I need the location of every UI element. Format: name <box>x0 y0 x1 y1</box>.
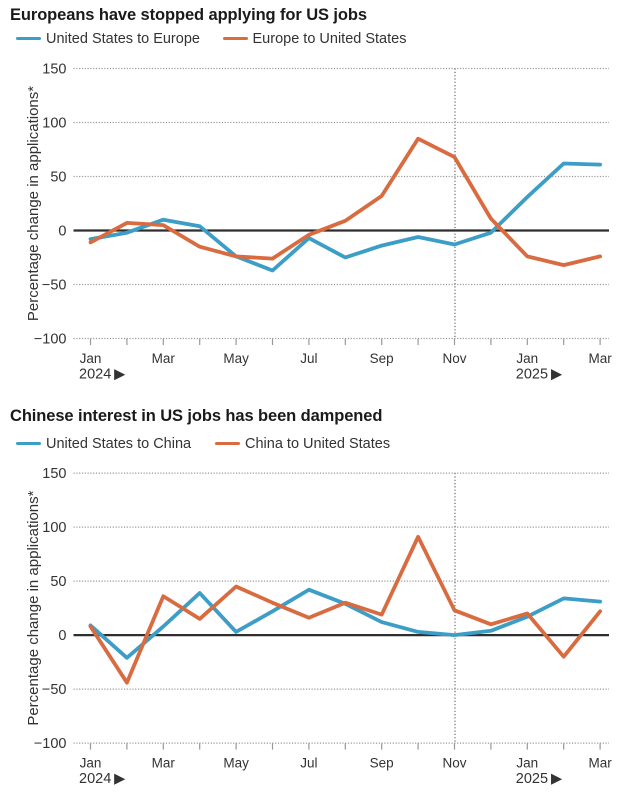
svg-text:Mar: Mar <box>588 756 612 771</box>
svg-text:−50: −50 <box>42 278 67 294</box>
svg-text:2025 ▶: 2025 ▶ <box>516 367 563 383</box>
svg-text:Nov: Nov <box>442 756 466 771</box>
svg-text:Jan: Jan <box>80 756 102 771</box>
svg-text:Percentage change in applicati: Percentage change in applications* <box>25 490 42 725</box>
svg-text:0: 0 <box>58 628 66 644</box>
svg-text:Mar: Mar <box>588 351 612 366</box>
svg-text:Sep: Sep <box>370 756 394 771</box>
svg-text:Mar: Mar <box>152 756 176 771</box>
svg-text:50: 50 <box>50 574 66 590</box>
svg-text:Sep: Sep <box>370 351 394 366</box>
svg-text:−100: −100 <box>34 736 67 752</box>
svg-text:2024 ▶: 2024 ▶ <box>79 771 126 787</box>
svg-text:May: May <box>223 756 249 771</box>
svg-text:2025 ▶: 2025 ▶ <box>516 771 563 787</box>
svg-text:May: May <box>223 351 249 366</box>
svg-text:Mar: Mar <box>152 351 176 366</box>
svg-text:Jan: Jan <box>516 756 538 771</box>
svg-text:Jan: Jan <box>516 351 538 366</box>
svg-text:100: 100 <box>42 116 66 132</box>
svg-text:Jul: Jul <box>300 351 317 366</box>
svg-text:150: 150 <box>42 62 66 78</box>
svg-text:−100: −100 <box>34 332 67 348</box>
svg-text:2024 ▶: 2024 ▶ <box>79 367 126 383</box>
svg-text:Jul: Jul <box>300 756 317 771</box>
svg-text:Percentage change in applicati: Percentage change in applications* <box>25 86 42 321</box>
svg-text:Jan: Jan <box>80 351 102 366</box>
svg-text:Nov: Nov <box>442 351 466 366</box>
svg-text:100: 100 <box>42 520 66 536</box>
svg-text:0: 0 <box>58 224 66 240</box>
svg-text:−50: −50 <box>42 682 67 698</box>
svg-text:150: 150 <box>42 466 66 482</box>
svg-text:50: 50 <box>50 170 66 186</box>
